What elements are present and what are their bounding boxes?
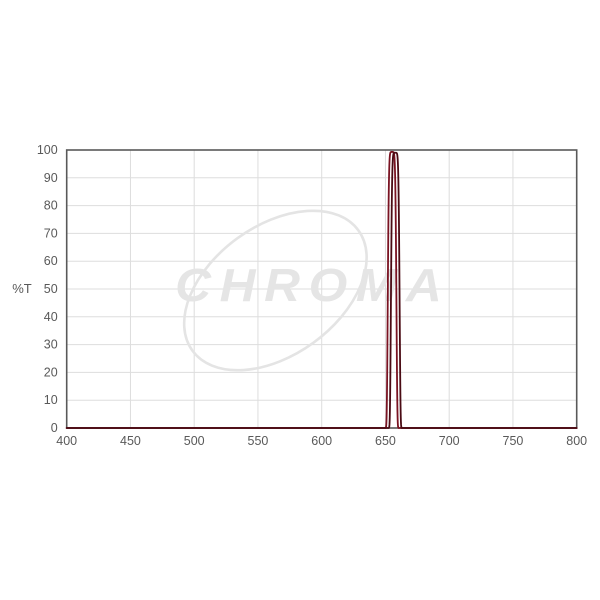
svg-text:450: 450: [120, 434, 141, 448]
svg-text:550: 550: [248, 434, 269, 448]
svg-text:0: 0: [51, 421, 58, 435]
svg-text:500: 500: [184, 434, 205, 448]
svg-text:40: 40: [44, 310, 58, 324]
svg-text:30: 30: [44, 338, 58, 352]
svg-text:20: 20: [44, 365, 58, 379]
svg-text:70: 70: [44, 226, 58, 240]
svg-text:50: 50: [44, 282, 58, 296]
svg-text:750: 750: [503, 434, 524, 448]
svg-text:650: 650: [375, 434, 396, 448]
svg-text:700: 700: [439, 434, 460, 448]
svg-text:%T: %T: [12, 281, 32, 296]
svg-text:100: 100: [37, 143, 58, 157]
svg-text:60: 60: [44, 254, 58, 268]
svg-text:CHROMA: CHROMA: [175, 261, 450, 312]
svg-text:800: 800: [566, 434, 587, 448]
svg-text:10: 10: [44, 393, 58, 407]
svg-text:80: 80: [44, 199, 58, 213]
svg-text:90: 90: [44, 171, 58, 185]
svg-text:600: 600: [311, 434, 332, 448]
svg-text:400: 400: [56, 434, 77, 448]
